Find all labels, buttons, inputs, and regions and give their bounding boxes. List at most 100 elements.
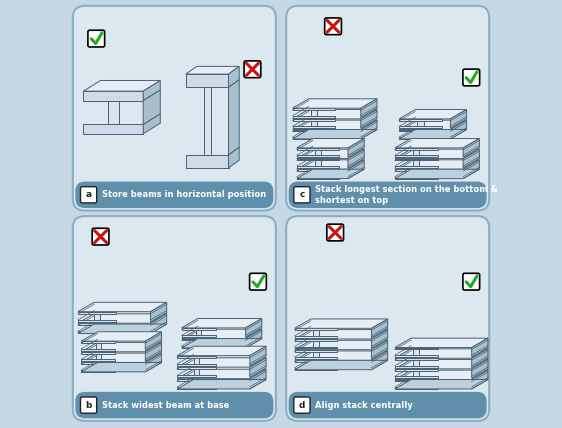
FancyBboxPatch shape [463, 273, 479, 290]
Polygon shape [313, 351, 319, 357]
FancyBboxPatch shape [294, 397, 310, 413]
Polygon shape [371, 340, 388, 359]
Text: Align stack centrally: Align stack centrally [315, 401, 413, 410]
Polygon shape [297, 166, 339, 168]
Polygon shape [182, 318, 262, 328]
Polygon shape [143, 90, 160, 125]
Polygon shape [313, 362, 319, 368]
Polygon shape [178, 358, 266, 367]
Polygon shape [182, 336, 216, 337]
Polygon shape [178, 379, 216, 381]
Text: b: b [85, 401, 92, 410]
FancyBboxPatch shape [286, 216, 489, 421]
FancyBboxPatch shape [289, 392, 487, 418]
Polygon shape [395, 380, 488, 389]
Polygon shape [294, 357, 337, 359]
Polygon shape [246, 329, 262, 348]
Polygon shape [463, 139, 479, 157]
Polygon shape [395, 158, 438, 160]
Polygon shape [395, 349, 488, 358]
FancyBboxPatch shape [250, 273, 266, 290]
Polygon shape [178, 369, 266, 379]
FancyBboxPatch shape [294, 187, 310, 203]
Polygon shape [292, 99, 377, 108]
Polygon shape [146, 342, 161, 361]
Polygon shape [146, 332, 161, 351]
FancyBboxPatch shape [75, 181, 273, 208]
Polygon shape [81, 341, 115, 343]
Polygon shape [361, 110, 377, 128]
Polygon shape [229, 80, 239, 155]
Polygon shape [292, 110, 377, 119]
Polygon shape [108, 101, 119, 125]
Polygon shape [81, 359, 115, 361]
Polygon shape [413, 349, 419, 355]
Polygon shape [371, 330, 388, 348]
Polygon shape [395, 338, 488, 348]
Polygon shape [94, 325, 100, 331]
Polygon shape [311, 131, 317, 137]
Polygon shape [418, 121, 424, 126]
Polygon shape [146, 353, 161, 372]
Polygon shape [84, 91, 143, 101]
Polygon shape [250, 358, 266, 377]
Polygon shape [229, 147, 239, 168]
Polygon shape [292, 137, 335, 139]
Polygon shape [413, 150, 419, 155]
Polygon shape [182, 346, 216, 348]
Polygon shape [178, 367, 216, 369]
Polygon shape [418, 131, 424, 137]
Polygon shape [297, 149, 364, 158]
Polygon shape [297, 169, 339, 171]
Polygon shape [294, 347, 337, 348]
FancyBboxPatch shape [325, 18, 341, 35]
Polygon shape [178, 380, 266, 389]
Polygon shape [315, 171, 321, 177]
Polygon shape [246, 318, 262, 337]
Polygon shape [450, 110, 466, 128]
Polygon shape [311, 110, 317, 116]
Polygon shape [81, 370, 115, 372]
Polygon shape [81, 342, 161, 352]
Polygon shape [395, 358, 438, 360]
Polygon shape [151, 314, 167, 333]
Polygon shape [292, 130, 377, 139]
Polygon shape [348, 139, 364, 157]
Polygon shape [143, 114, 160, 134]
FancyBboxPatch shape [80, 187, 97, 203]
Polygon shape [294, 340, 388, 350]
Polygon shape [361, 120, 377, 139]
FancyBboxPatch shape [286, 6, 489, 211]
Polygon shape [178, 364, 216, 366]
Polygon shape [395, 369, 438, 371]
FancyBboxPatch shape [73, 216, 276, 421]
Polygon shape [297, 139, 364, 148]
Polygon shape [472, 338, 488, 357]
Polygon shape [182, 328, 216, 330]
Polygon shape [395, 160, 479, 169]
Polygon shape [395, 148, 438, 150]
Polygon shape [78, 302, 167, 312]
Polygon shape [178, 346, 266, 356]
Polygon shape [311, 121, 317, 126]
Polygon shape [413, 371, 419, 376]
Text: Stack widest beam at base: Stack widest beam at base [102, 401, 229, 410]
Polygon shape [399, 137, 442, 139]
Polygon shape [186, 155, 229, 168]
Polygon shape [294, 368, 337, 370]
Polygon shape [294, 336, 337, 338]
FancyBboxPatch shape [73, 6, 276, 211]
Text: d: d [299, 401, 305, 410]
Polygon shape [395, 139, 479, 148]
Polygon shape [395, 155, 438, 157]
Polygon shape [348, 149, 364, 168]
Polygon shape [78, 314, 167, 323]
Polygon shape [413, 360, 419, 366]
Polygon shape [194, 358, 200, 364]
Polygon shape [294, 351, 388, 360]
Text: Stack longest section on the bottom &
shortest on top: Stack longest section on the bottom & sh… [315, 185, 498, 205]
Polygon shape [78, 323, 116, 325]
Polygon shape [81, 332, 161, 341]
Polygon shape [395, 149, 479, 158]
Polygon shape [297, 177, 339, 178]
